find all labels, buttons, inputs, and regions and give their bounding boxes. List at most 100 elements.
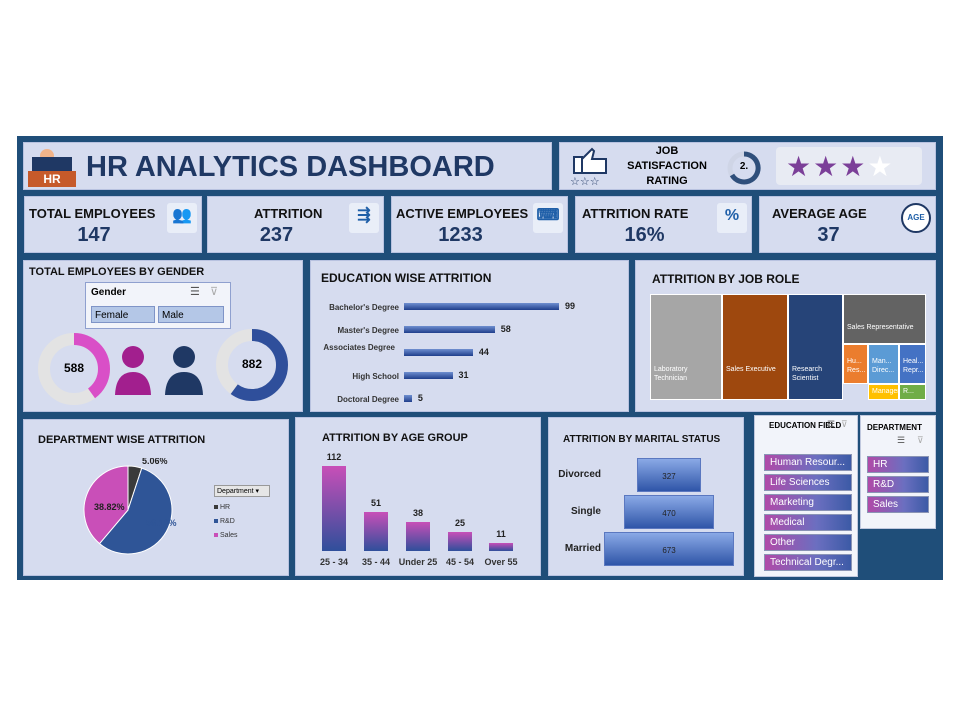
male-donut: 882 (214, 327, 290, 403)
treemap-tile-label: R... (903, 388, 914, 395)
treemap-tile[interactable]: Hu... Res... (843, 344, 868, 384)
hr-logo: HR (28, 149, 76, 187)
star-filled-icon: ★ (840, 151, 868, 182)
legend-swatch (214, 519, 218, 523)
department-title: DEPARTMENT WISE ATTRITION (38, 434, 206, 446)
education-category-label: Doctoral Degree (337, 395, 399, 404)
treemap-tile[interactable]: Research Scientist (788, 294, 843, 400)
education-category-label: High School (352, 372, 399, 381)
kpi-value: 147 (77, 224, 111, 246)
multi-select-icon[interactable]: ☰ (827, 419, 836, 429)
education-bar (404, 395, 412, 402)
treemap-tile[interactable]: R... (899, 384, 926, 400)
department-slicer: DEPARTMENT ☰ ⊽ HR R&D Sales (860, 415, 936, 529)
star-filled-icon: ★ (786, 151, 814, 182)
monitor-icon (32, 157, 72, 171)
education-field-option[interactable]: Technical Degr... (764, 554, 852, 571)
pie-slice-label: 56.12% (146, 518, 177, 528)
clear-filter-icon[interactable]: ⊽ (210, 286, 219, 298)
treemap-tile[interactable]: Laboratory Technician (650, 294, 722, 400)
hr-logo-text: HR (28, 171, 76, 187)
age-bar (489, 542, 513, 551)
kpi-label: TOTAL EMPLOYEES (29, 206, 156, 221)
gender-option-male[interactable]: Male (158, 306, 224, 323)
education-field-option[interactable]: Marketing (764, 494, 852, 511)
job-role-card: ATTRITION BY JOB ROLE Laboratory Technic… (635, 260, 936, 412)
treemap-tile-label: Hu... Res... (847, 358, 866, 374)
gender-slicer: Gender ☰ ⊽ Female Male (85, 282, 231, 329)
clear-filter-icon[interactable]: ⊽ (917, 435, 924, 445)
marital-category-label: Single (570, 506, 601, 517)
female-donut: 588 (36, 331, 112, 407)
department-slicer-title: DEPARTMENT (867, 423, 922, 432)
marital-bar-value: 470 (662, 509, 676, 518)
marital-card: ATTRITION BY MARITAL STATUS 327 Divorced 4… (548, 417, 744, 576)
satisfaction-gauge: 2. (726, 150, 762, 186)
education-field-option[interactable]: Other (764, 534, 852, 551)
age-category-label: 45 - 54 (445, 557, 475, 567)
marital-title: ATTRITION BY MARITAL STATUS (563, 434, 721, 445)
star-empty-icon: ★ (867, 151, 895, 182)
satisfaction-card: ☆☆☆ JOB SATISFACTION RATING 2. ★★★★ (559, 142, 936, 190)
job-role-title: ATTRITION BY JOB ROLE (652, 272, 800, 286)
department-option[interactable]: Sales (867, 496, 929, 513)
treemap-tile[interactable]: Manager (868, 384, 899, 400)
treemap-tile[interactable]: Sales Representative (843, 294, 926, 344)
treemap-tile[interactable]: Man... Direc... (868, 344, 899, 384)
clear-filter-icon[interactable]: ⊽ (841, 419, 848, 429)
department-legend: Department ▾ HR R&D Sales (214, 485, 270, 539)
education-field-slicer-title: EDUCATION FIELD (769, 421, 842, 430)
department-card: DEPARTMENT WISE ATTRITION 5.06% 56.12% 38.… (23, 419, 289, 576)
marital-category-label: Married (564, 543, 601, 554)
education-field-option[interactable]: Life Sciences (764, 474, 852, 491)
treemap-tile-label: Sales Executive (726, 366, 776, 373)
kpi-card: TOTAL EMPLOYEES 147 👥 (24, 196, 202, 253)
gender-slicer-title: Gender (91, 287, 127, 298)
legend-item[interactable]: R&D (214, 518, 270, 525)
education-field-option[interactable]: Medical (764, 514, 852, 531)
education-category-label: Associates Degree (323, 343, 395, 352)
age-bar (322, 466, 346, 551)
education-bar-value: 58 (500, 324, 511, 334)
legend-item[interactable]: HR (214, 504, 270, 511)
education-bar-value: 44 (478, 347, 489, 357)
legend-label: R&D (220, 518, 235, 525)
age-bar-value: 51 (370, 498, 381, 509)
kpi-label: ACTIVE EMPLOYEES (396, 206, 529, 221)
kpi-value: 16% (624, 224, 665, 246)
kpi-card: ATTRITION 237 ⇶ (207, 196, 384, 253)
marital-bar-value: 327 (662, 472, 676, 481)
treemap-tile[interactable]: Heal... Repr... (899, 344, 926, 384)
kpi-value: 37 (817, 224, 840, 246)
thumbs-up-icon: ☆☆☆ (566, 147, 618, 188)
gender-title: TOTAL EMPLOYEES BY GENDER (29, 266, 205, 278)
multi-select-icon[interactable]: ☰ (190, 286, 200, 298)
marital-bar: 327 (637, 458, 701, 492)
gender-option-female[interactable]: Female (91, 306, 155, 323)
age-category-label: 35 - 44 (361, 557, 391, 567)
legend-title[interactable]: Department ▾ (214, 485, 270, 497)
age-bar (406, 522, 430, 551)
star-rating: ★★★★ (776, 147, 922, 185)
multi-select-icon[interactable]: ☰ (897, 435, 906, 445)
marital-bar: 673 (604, 532, 734, 566)
legend-swatch (214, 505, 218, 509)
department-option[interactable]: R&D (867, 476, 929, 493)
legend-item[interactable]: Sales (214, 532, 270, 539)
education-bar-value: 99 (565, 301, 576, 311)
marital-bar-value: 673 (662, 546, 676, 555)
age-bar-value: 112 (326, 452, 342, 462)
age-category-label: 25 - 34 (319, 557, 349, 567)
education-field-option[interactable]: Human Resour... (764, 454, 852, 471)
kpi-value: 1233 (438, 224, 483, 246)
gender-card: TOTAL EMPLOYEES BY GENDER Gender ☰ ⊽ Fem… (23, 260, 303, 412)
age-category-label: Under 25 (398, 557, 438, 567)
legend-label: HR (220, 504, 231, 511)
satisfaction-value: 2. (739, 161, 749, 172)
department-pie-chart: 5.06% 56.12% 38.82% (83, 458, 177, 555)
age-group-card: ATTRITION BY AGE GROUP 112 25 - 34 51 35 - … (295, 417, 541, 576)
treemap-tile[interactable]: Sales Executive (722, 294, 788, 400)
department-option[interactable]: HR (867, 456, 929, 473)
treemap-tile-label: Research Scientist (792, 366, 822, 382)
education-category-label: Master's Degree (337, 326, 400, 335)
